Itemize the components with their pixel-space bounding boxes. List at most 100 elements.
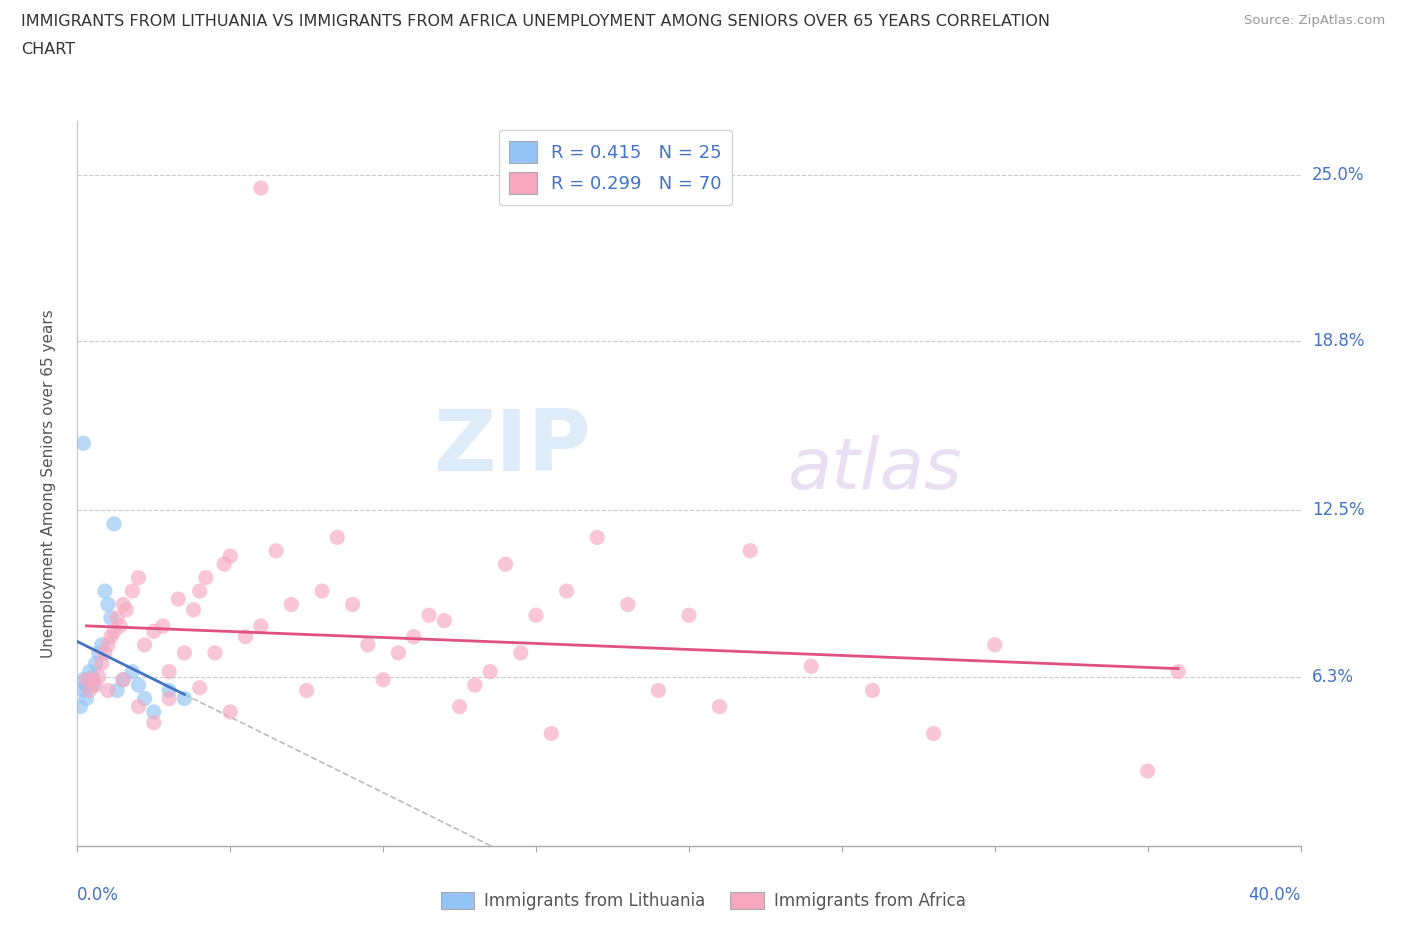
Point (100, 610, 122, 625)
Point (112, 672, 135, 687)
Point (72, 683, 94, 698)
Point (142, 624, 165, 639)
Point (127, 699, 149, 714)
Point (76, 691, 98, 706)
Point (479, 664, 502, 679)
Point (82, 678, 104, 693)
Point (194, 570, 217, 585)
Text: 18.8%: 18.8% (1312, 332, 1364, 351)
Point (112, 672, 135, 687)
Point (90, 637, 112, 652)
Point (121, 584, 143, 599)
Point (103, 624, 125, 639)
Point (97, 637, 120, 652)
Point (586, 530, 609, 545)
Point (134, 691, 156, 706)
Point (219, 705, 242, 720)
Point (264, 543, 287, 558)
Point (800, 658, 823, 673)
Text: Source: ZipAtlas.com: Source: ZipAtlas.com (1244, 14, 1385, 27)
Point (311, 584, 333, 599)
Point (79, 683, 101, 698)
Point (280, 597, 302, 612)
Point (617, 597, 640, 612)
Point (509, 645, 531, 660)
Text: 25.0%: 25.0% (1312, 166, 1364, 183)
Point (142, 715, 165, 730)
Point (105, 683, 128, 698)
Point (250, 180, 273, 195)
Point (157, 683, 180, 698)
Point (72, 436, 94, 451)
Point (97, 597, 120, 612)
Point (922, 726, 945, 741)
Point (76, 678, 98, 693)
Point (555, 584, 578, 599)
Point (97, 683, 120, 698)
Point (183, 603, 205, 618)
Point (540, 726, 562, 741)
Point (157, 664, 180, 679)
Point (342, 597, 364, 612)
Text: atlas: atlas (787, 434, 962, 503)
Point (87, 670, 110, 684)
Point (188, 681, 211, 696)
Legend: Immigrants from Lithuania, Immigrants from Africa: Immigrants from Lithuania, Immigrants fr… (434, 885, 972, 917)
Point (402, 630, 425, 644)
Point (235, 630, 257, 644)
Point (72, 672, 94, 687)
Point (250, 618, 273, 633)
Point (76, 672, 98, 687)
Point (524, 608, 547, 623)
Point (464, 678, 486, 693)
Point (69, 699, 91, 714)
Text: IMMIGRANTS FROM LITHUANIA VS IMMIGRANTS FROM AFRICA UNEMPLOYMENT AMONG SENIORS O: IMMIGRANTS FROM LITHUANIA VS IMMIGRANTS … (21, 14, 1050, 29)
Point (387, 645, 409, 660)
Point (371, 672, 394, 687)
Point (1167, 664, 1189, 679)
Point (173, 691, 195, 706)
Point (709, 699, 731, 714)
Point (433, 613, 456, 628)
Point (127, 678, 149, 693)
Point (94, 645, 117, 660)
Point (79, 664, 101, 679)
Point (167, 591, 190, 606)
Point (862, 683, 884, 698)
Point (112, 597, 135, 612)
Point (678, 608, 700, 623)
Point (103, 516, 125, 531)
Text: CHART: CHART (21, 42, 75, 57)
Point (984, 637, 1007, 652)
Point (115, 603, 138, 618)
Point (295, 683, 318, 698)
Point (108, 618, 131, 633)
Point (204, 645, 226, 660)
Y-axis label: Unemployment Among Seniors over 65 years: Unemployment Among Seniors over 65 years (42, 309, 56, 658)
Point (357, 637, 380, 652)
Point (647, 683, 669, 698)
Point (121, 664, 143, 679)
Point (82, 672, 104, 687)
Point (94, 584, 117, 599)
Point (76, 678, 98, 693)
Point (134, 637, 156, 652)
Point (1136, 764, 1159, 778)
Text: 0.0%: 0.0% (77, 886, 120, 904)
Point (495, 557, 517, 572)
Point (82, 670, 104, 684)
Point (152, 618, 174, 633)
Point (418, 608, 440, 623)
Point (740, 543, 762, 558)
Point (84, 657, 107, 671)
Point (173, 645, 195, 660)
Point (157, 691, 180, 706)
Point (84, 678, 107, 693)
Point (142, 705, 165, 720)
Point (219, 549, 242, 564)
Point (127, 570, 149, 585)
Point (105, 610, 128, 625)
Text: 12.5%: 12.5% (1312, 501, 1364, 520)
Text: 6.3%: 6.3% (1312, 668, 1354, 686)
Point (100, 630, 122, 644)
